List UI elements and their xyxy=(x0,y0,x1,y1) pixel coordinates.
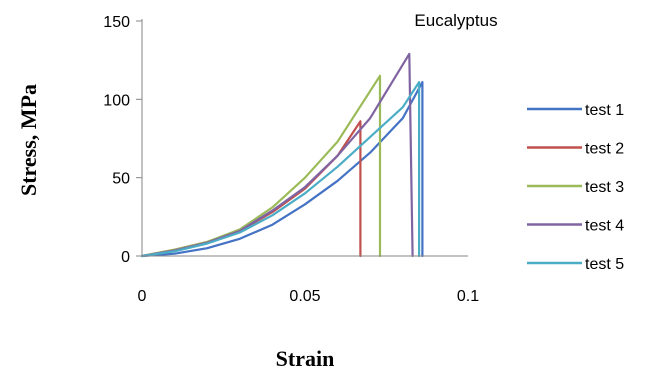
legend-label: test 3 xyxy=(585,179,624,196)
plot-area xyxy=(140,52,424,258)
x-axis-title: Strain xyxy=(276,346,335,371)
axes xyxy=(136,19,468,257)
legend-label: test 1 xyxy=(585,102,624,119)
y-tick-label: 50 xyxy=(112,171,130,188)
x-tick-label: 0.05 xyxy=(289,288,320,305)
x-tick-label: 0.1 xyxy=(457,288,479,305)
y-tick-label: 0 xyxy=(121,249,130,266)
legend: test 1 test 2 test 3 test 4 test 5 xyxy=(527,102,624,273)
chart-title: Eucalyptus xyxy=(414,11,497,30)
y-axis-title: Stress, MPa xyxy=(16,84,41,196)
legend-label: test 4 xyxy=(585,218,624,235)
x-tick-label: 0 xyxy=(138,288,147,305)
legend-label: test 2 xyxy=(585,141,624,158)
series-line-test-4 xyxy=(140,52,414,258)
tick-labels: 0 50 100 150 0 0.05 0.1 xyxy=(103,14,479,305)
y-tick-label: 150 xyxy=(103,14,130,31)
y-tick-label: 100 xyxy=(103,92,130,109)
series-line-test-5 xyxy=(140,80,421,258)
legend-label: test 5 xyxy=(585,256,624,273)
